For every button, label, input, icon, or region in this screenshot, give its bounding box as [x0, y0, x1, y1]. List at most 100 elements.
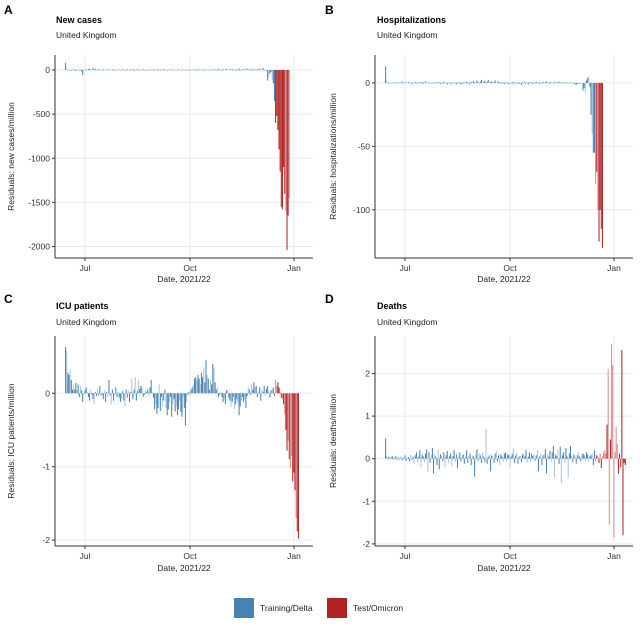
bar-training-delta	[446, 82, 448, 85]
bar-test-omicron	[285, 393, 287, 430]
bar-training-delta	[261, 69, 263, 71]
panel-subtitle: United Kingdom	[377, 30, 437, 40]
bar-training-delta	[576, 82, 578, 84]
legend-swatch-test-omicron	[327, 598, 347, 618]
bar-training-delta	[433, 82, 435, 84]
bar-training-delta	[98, 69, 100, 71]
bar-training-delta	[401, 457, 403, 459]
bar-training-delta	[558, 81, 560, 83]
bar-training-delta	[540, 453, 542, 459]
bar-training-delta	[221, 70, 223, 71]
bar-training-delta	[407, 82, 409, 83]
bar-training-delta	[270, 70, 272, 72]
bar-training-delta	[240, 393, 242, 401]
bar-training-delta	[506, 458, 508, 461]
bar-training-delta	[519, 82, 521, 83]
bar-training-delta	[448, 82, 451, 84]
bar-training-delta	[102, 69, 104, 71]
panel-title: Hospitalizations	[377, 15, 446, 25]
bar-training-delta	[394, 82, 396, 83]
bar-training-delta	[115, 387, 117, 394]
bar-training-delta	[488, 454, 490, 459]
bar-training-delta	[397, 82, 399, 83]
bar-training-delta	[555, 454, 557, 459]
bar-training-delta	[160, 393, 162, 397]
bar-training-delta	[226, 390, 228, 394]
bar-test-omicron	[286, 393, 288, 451]
bar-test-omicron	[285, 70, 287, 212]
bar-test-omicron	[279, 70, 281, 172]
bar-training-delta	[557, 449, 559, 459]
bar-training-delta	[524, 456, 526, 459]
bar-training-delta	[241, 393, 244, 397]
bar-test-omicron	[611, 343, 613, 459]
bar-training-delta	[147, 389, 149, 394]
bar-training-delta	[482, 452, 484, 459]
bar-training-delta	[438, 82, 440, 83]
bar-training-delta	[387, 457, 389, 459]
bar-training-delta	[85, 387, 87, 394]
bar-training-delta	[525, 82, 527, 84]
bar-training-delta	[82, 393, 84, 403]
bar-training-delta	[113, 70, 115, 71]
bar-training-delta	[461, 455, 463, 459]
bar-training-delta	[207, 378, 209, 394]
bar-training-delta	[403, 457, 405, 459]
bar-training-delta	[227, 389, 229, 394]
bar-training-delta	[135, 69, 137, 71]
bar-test-omicron	[292, 393, 294, 482]
bar-test-omicron	[621, 350, 623, 459]
bar-training-delta	[248, 69, 250, 71]
bar-training-delta	[110, 393, 112, 405]
bar-training-delta	[65, 62, 67, 71]
bar-training-delta	[230, 393, 232, 407]
bar-training-delta	[425, 81, 427, 83]
bar-training-delta	[444, 82, 446, 84]
bar-training-delta	[269, 393, 271, 398]
bar-test-omicron	[597, 82, 599, 210]
bar-test-omicron	[595, 82, 597, 185]
x-axis-label: Date, 2021/22	[477, 563, 531, 573]
bar-training-delta	[164, 389, 166, 394]
bar-training-delta	[139, 70, 141, 71]
bar-training-delta	[510, 82, 512, 84]
bar-training-delta	[256, 393, 258, 397]
bar-training-delta	[132, 393, 134, 400]
bar-training-delta	[116, 393, 118, 397]
bar-training-delta	[191, 387, 193, 394]
bar-test-omicron	[278, 70, 280, 150]
bar-training-delta	[180, 393, 182, 412]
bar-training-delta	[175, 393, 177, 407]
bar-training-delta	[393, 82, 395, 84]
bar-training-delta	[254, 387, 256, 394]
bar-training-delta	[458, 456, 460, 459]
panel-a: A New cases United Kingdom 0 -500 -1000 -1500 -…	[4, 3, 313, 284]
bar-training-delta	[233, 69, 236, 71]
bar-training-delta	[216, 387, 218, 394]
bar-training-delta	[151, 70, 153, 71]
bar-training-delta	[390, 457, 392, 459]
bar-training-delta	[452, 456, 454, 459]
panel-letter: C	[4, 292, 13, 306]
bar-training-delta	[109, 393, 111, 396]
bar-training-delta	[504, 452, 506, 459]
bar-training-delta	[227, 70, 229, 71]
bar-training-delta	[422, 82, 424, 84]
bar-test-omicron	[612, 364, 614, 459]
bar-training-delta	[580, 82, 582, 84]
bar-training-delta	[512, 82, 514, 85]
bar-training-delta	[429, 458, 431, 463]
legend-label: Test/Omicron	[353, 603, 403, 613]
bar-training-delta	[592, 82, 594, 153]
bar-training-delta	[388, 82, 390, 84]
bar-training-delta	[419, 450, 421, 459]
bar-training-delta	[515, 82, 517, 84]
bar-test-omicron	[275, 70, 277, 123]
bar-training-delta	[418, 456, 420, 459]
bar-training-delta	[198, 69, 200, 71]
bar-training-delta	[539, 82, 541, 85]
bar-training-delta	[435, 82, 437, 84]
bar-training-delta	[534, 458, 536, 461]
bar-training-delta	[477, 458, 479, 461]
bar-training-delta	[385, 66, 387, 83]
